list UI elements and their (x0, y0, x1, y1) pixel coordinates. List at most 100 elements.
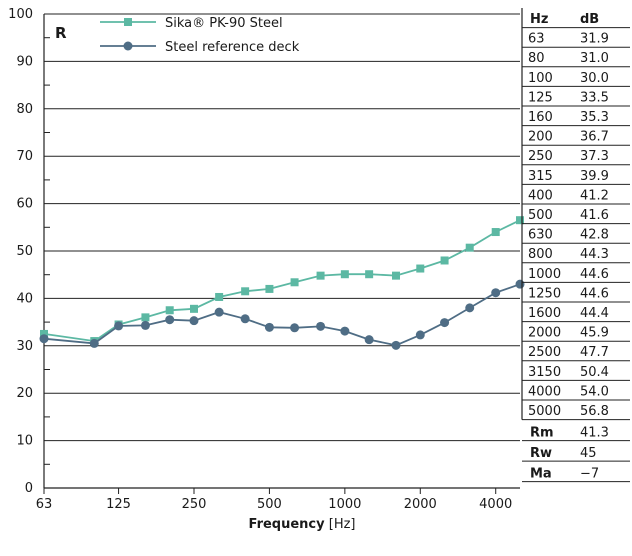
y-tick-label: 90 (16, 54, 33, 69)
summary-bg (522, 421, 576, 441)
data-point (165, 306, 174, 315)
data-point (416, 264, 425, 273)
summary-value: −7 (580, 467, 599, 482)
legend-label: Sika® PK-90 Steel (165, 16, 283, 31)
legend-marker (124, 18, 132, 26)
table-cell-hz: 100 (528, 71, 553, 86)
table-cell-hz: 125 (528, 90, 553, 105)
x-tick-label: 250 (182, 497, 207, 512)
table-cell-db: 30.0 (580, 71, 609, 86)
data-point (440, 256, 449, 265)
table-cell-db: 36.7 (580, 130, 609, 145)
table-cell-hz: 800 (528, 247, 553, 262)
data-point (465, 303, 475, 313)
table-cell-db: 31.0 (580, 51, 609, 66)
data-point (392, 271, 401, 280)
table-cell-hz: 4000 (528, 384, 561, 399)
summary-value: 41.3 (580, 426, 609, 441)
data-point (515, 279, 525, 289)
table-cell-db: 54.0 (580, 384, 609, 399)
x-tick-label: 125 (106, 497, 131, 512)
x-tick-label: 1000 (328, 497, 361, 512)
data-point (364, 335, 374, 345)
x-axis-label: Frequency [Hz] (249, 517, 356, 532)
y-tick-label: 30 (16, 339, 33, 354)
data-point (189, 304, 198, 313)
x-tick-label: 63 (36, 497, 53, 512)
table-cell-db: 39.9 (580, 169, 609, 184)
data-point (240, 314, 250, 324)
table-cell-db: 42.8 (580, 228, 609, 243)
y-tick-label: 50 (16, 244, 33, 259)
data-point (465, 243, 474, 252)
table-cell-hz: 2000 (528, 326, 561, 341)
y-tick-label: 60 (16, 197, 33, 212)
data-point (165, 315, 175, 325)
data-point (365, 270, 374, 279)
y-tick-label: 20 (16, 386, 33, 401)
data-point (340, 270, 349, 279)
x-tick-label: 4000 (479, 497, 512, 512)
data-point (40, 329, 48, 338)
data-point (189, 316, 199, 326)
table-cell-db: 44.4 (580, 306, 609, 321)
table-cell-hz: 315 (528, 169, 553, 184)
data-point (214, 307, 224, 317)
table-cell-db: 47.7 (580, 345, 609, 360)
summary-bg (522, 442, 576, 462)
table-cell-hz: 630 (528, 228, 553, 243)
table-cell-hz: 63 (528, 32, 545, 47)
summary-bg (522, 462, 576, 482)
table-header: dB (580, 12, 599, 27)
table-cell-db: 44.3 (580, 247, 609, 262)
x-tick-label: 2000 (404, 497, 437, 512)
table-cell-hz: 160 (528, 110, 553, 125)
y-axis-label: R (55, 24, 67, 42)
data-point (340, 326, 350, 336)
data-point (290, 278, 299, 287)
table-header: Hz (530, 12, 548, 27)
y-tick-label: 70 (16, 149, 33, 164)
data-point (141, 313, 150, 322)
table-cell-db: 35.3 (580, 110, 609, 125)
data-point (89, 338, 99, 348)
table-cell-db: 41.6 (580, 208, 609, 223)
data-point (39, 334, 49, 344)
series-line-1 (43, 283, 521, 347)
table-cell-hz: 250 (528, 149, 553, 164)
data-point (391, 340, 401, 350)
data-point (241, 287, 250, 296)
data-point (440, 318, 450, 328)
table-cell-db: 33.5 (580, 90, 609, 105)
table-cell-db: 41.2 (580, 188, 609, 203)
table-cell-hz: 1600 (528, 306, 561, 321)
table-cell-db: 44.6 (580, 286, 609, 301)
data-point (215, 292, 224, 301)
data-point (316, 321, 326, 331)
table-cell-hz: 200 (528, 130, 553, 145)
table-cell-db: 56.8 (580, 404, 609, 419)
y-tick-label: 80 (16, 102, 33, 117)
data-point (265, 284, 274, 293)
table-cell-hz: 500 (528, 208, 553, 223)
table-cell-db: 31.9 (580, 32, 609, 47)
table-cell-hz: 80 (528, 51, 545, 66)
data-point (415, 330, 425, 340)
summary-label: Rm (530, 426, 554, 441)
data-point (316, 271, 325, 280)
data-point (491, 228, 500, 237)
table-cell-hz: 3150 (528, 365, 561, 380)
table-cell-hz: 1250 (528, 286, 561, 301)
y-tick-label: 100 (8, 7, 33, 22)
table-cell-hz: 400 (528, 188, 553, 203)
table-cell-hz: 5000 (528, 404, 561, 419)
data-point (290, 323, 300, 333)
table-cell-hz: 2500 (528, 345, 561, 360)
summary-value: 45 (580, 446, 597, 461)
data-point (491, 288, 501, 298)
table-cell-hz: 1000 (528, 267, 561, 282)
data-point (140, 320, 150, 330)
summary-label: Rw (530, 446, 552, 461)
data-point (516, 216, 524, 225)
